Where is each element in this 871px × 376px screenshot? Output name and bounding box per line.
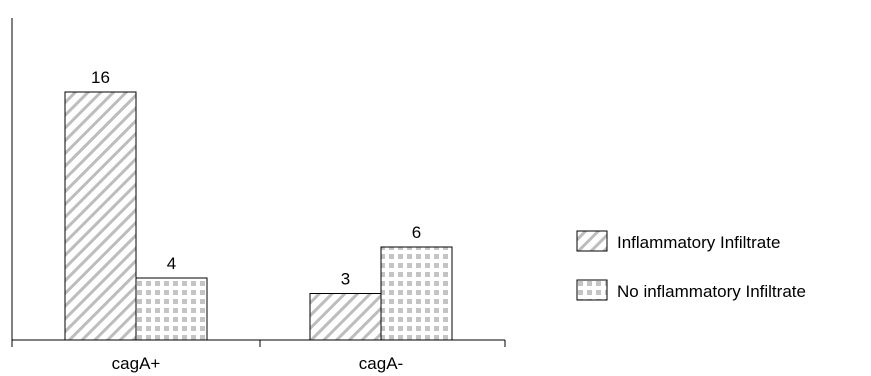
data-label: 6 xyxy=(412,223,421,242)
data-label: 3 xyxy=(341,270,350,289)
legend-label: Inflammatory Infiltrate xyxy=(617,233,780,252)
data-label: 4 xyxy=(167,254,176,273)
x-tick-label: cagA+ xyxy=(112,354,161,373)
x-tick-label: cagA- xyxy=(359,354,403,373)
plot-area: 16 4 cagA+ 3 6 cagA- xyxy=(11,18,506,373)
legend-swatch xyxy=(576,279,608,301)
bar-no-inflammatory-cagA-neg xyxy=(380,246,453,341)
legend-label: No inflammatory Infiltrate xyxy=(617,282,806,301)
bar-no-inflammatory-cagA-pos xyxy=(135,277,208,341)
bar-inflammatory-cagA-neg xyxy=(309,293,382,341)
data-label: 16 xyxy=(91,68,110,87)
bar-inflammatory-cagA-pos xyxy=(64,91,137,341)
legend: Inflammatory Infiltrate No inflammatory I… xyxy=(576,230,806,301)
legend-swatch xyxy=(576,230,608,252)
